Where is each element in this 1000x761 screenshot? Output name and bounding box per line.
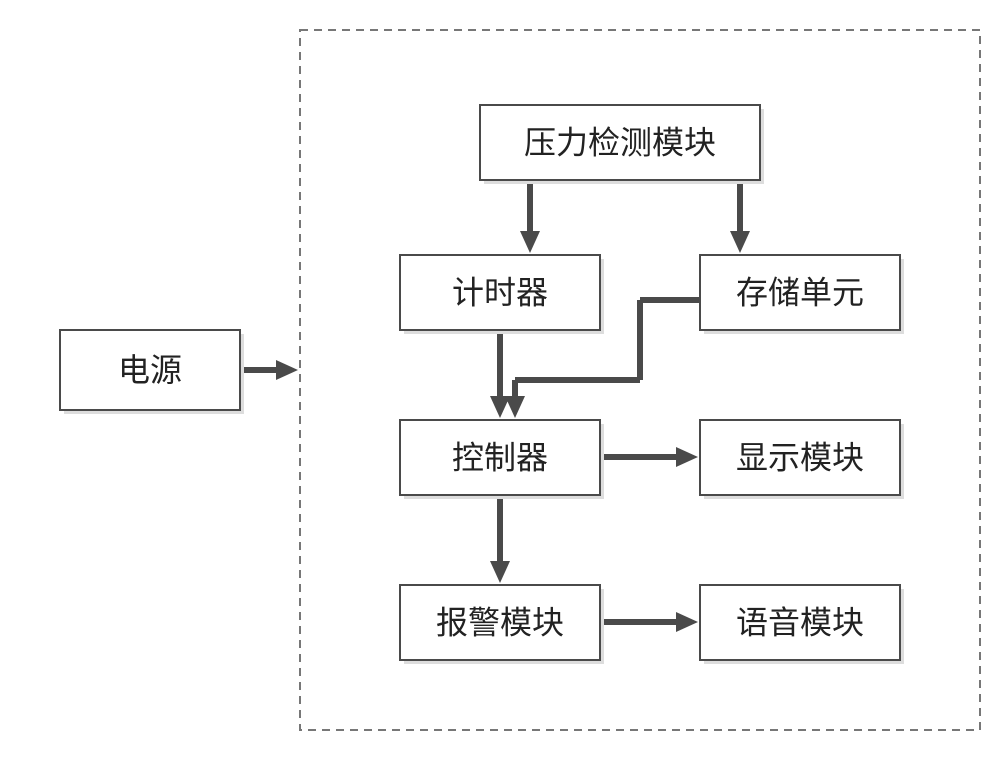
- node-display-label: 显示模块: [736, 440, 864, 476]
- edge-alarm-voice: [600, 612, 698, 632]
- edges-layer: [240, 180, 750, 632]
- node-pressure-label: 压力检测模块: [524, 125, 716, 161]
- nodes-layer: 电源 压力检测模块计时器 存储单元控制器 显示模块报警模块 语音模块: [60, 105, 904, 664]
- node-alarm-label: 报警模块: [436, 605, 564, 641]
- node-storage: 存储单元: [700, 255, 904, 334]
- edge-pressure-timer: [520, 180, 540, 253]
- edge-timer-controller: [490, 330, 510, 418]
- node-pressure: 压力检测模块: [480, 105, 764, 184]
- node-controller-label: 控制器: [452, 440, 548, 476]
- node-storage-label: 存储单元: [736, 275, 864, 311]
- node-controller: 控制器: [400, 420, 604, 499]
- node-alarm: 报警模块: [400, 585, 604, 664]
- node-power-label: 电源: [118, 352, 182, 388]
- diagram-canvas: 电源 压力检测模块计时器 存储单元控制器 显示模块报警模块 语音模块: [0, 0, 1000, 761]
- node-voice-label: 语音模块: [736, 605, 864, 641]
- node-voice: 语音模块: [700, 585, 904, 664]
- edge-controller-alarm: [490, 495, 510, 583]
- edge-power-dashed_box: [240, 360, 298, 380]
- edge-controller-display: [600, 447, 698, 467]
- node-power: 电源: [60, 330, 244, 414]
- node-display: 显示模块: [700, 420, 904, 499]
- edge-pressure-storage: [730, 180, 750, 253]
- node-timer-label: 计时器: [452, 275, 548, 311]
- node-timer: 计时器: [400, 255, 604, 334]
